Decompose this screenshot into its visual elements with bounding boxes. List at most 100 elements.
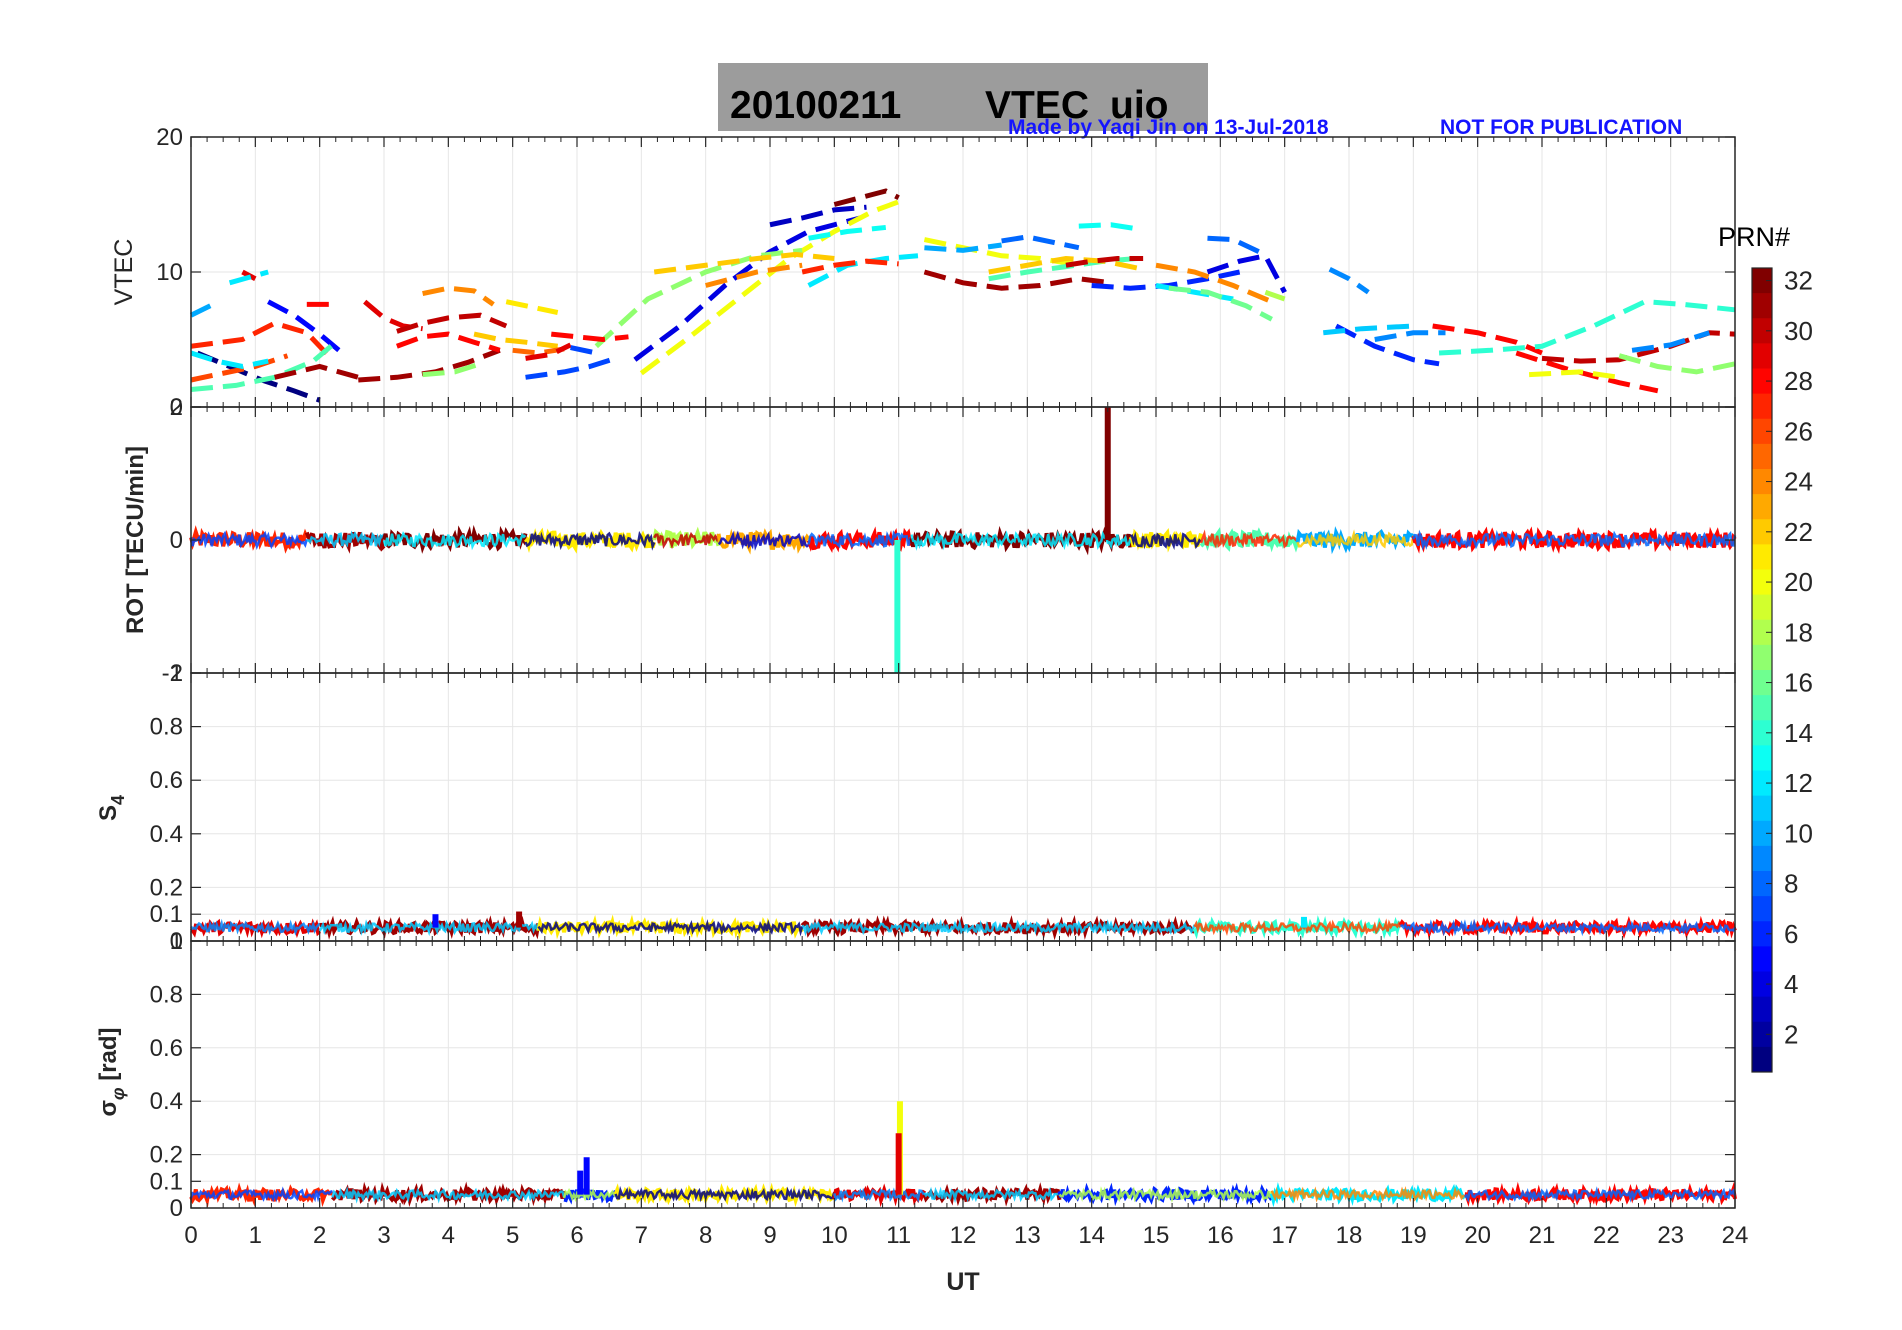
colorbar-tick-label: 16 — [1784, 668, 1813, 698]
colorbar-segment — [1752, 720, 1772, 746]
s4-ylabel: S4 — [95, 795, 128, 821]
rot-series — [189, 407, 1737, 673]
colorbar-tick-label: 32 — [1784, 266, 1813, 296]
sigphi-ytick-label: 0.4 — [150, 1088, 183, 1115]
sigphi-series-prn-11 — [923, 1186, 1060, 1204]
sigphi-ytick-label: 0.6 — [150, 1035, 183, 1062]
rot-series-prn-1 — [1129, 531, 1202, 551]
vtec-series-prn-9 — [1328, 267, 1370, 295]
x-tick-label: 2 — [313, 1222, 326, 1249]
sigphi-series-prn-9 — [833, 1186, 926, 1203]
sigphi-yticks: 00.10.20.40.60.81 — [150, 928, 1735, 1222]
x-tick-label: 9 — [763, 1222, 776, 1249]
x-tick-label: 24 — [1722, 1222, 1749, 1249]
s4-series-prn-11 — [318, 919, 540, 937]
colorbar-segment — [1752, 996, 1772, 1023]
x-tick-label: 14 — [1078, 1222, 1105, 1249]
colorbar-tick-label: 28 — [1784, 366, 1813, 396]
colorbar-segment — [1752, 393, 1772, 420]
vtec-series-prn-17 — [594, 247, 803, 349]
s4-series — [190, 911, 1737, 941]
s4-ytick-label: 0.4 — [150, 821, 183, 848]
rot-series-prn-1 — [524, 530, 656, 551]
vtec-series-prn-16 — [1168, 285, 1273, 322]
vtec-yticks: 20 10 0 — [156, 124, 1735, 421]
colorbar-segment — [1752, 971, 1772, 998]
x-tick-label: 20 — [1464, 1222, 1491, 1249]
colorbar-segment — [1752, 343, 1772, 369]
sigphi-ytick-label: 0.8 — [150, 981, 183, 1008]
vtec-series-prn-12 — [190, 350, 269, 370]
vtec-series-prn-6 — [1334, 323, 1440, 367]
rot-panel: 20-2 ROT [TECU/min] — [122, 394, 1737, 687]
colorbar-tick-label: 2 — [1784, 1019, 1798, 1049]
colorbar-segment — [1752, 795, 1772, 822]
title-date: 20100211 — [730, 84, 901, 127]
x-tick-label: 3 — [377, 1222, 390, 1249]
vtec-series-prn-28 — [1432, 323, 1543, 356]
vtec-series-prn-12 — [807, 253, 919, 288]
vtec-series-prn-22 — [473, 331, 559, 349]
colorbar-tick-label: 6 — [1784, 919, 1798, 949]
s4-ytick-label: 0.6 — [150, 767, 183, 794]
s4-series-prn-9 — [190, 918, 321, 936]
vtec-series-prn-29 — [525, 342, 572, 361]
rot-series-prn-31 — [304, 531, 386, 554]
rot-ytick-label: -2 — [162, 660, 183, 687]
sigphi-ytick-label: 0 — [170, 1195, 183, 1222]
x-tick-label: 12 — [950, 1222, 977, 1249]
rot-series-prn-15 — [1199, 526, 1300, 553]
s4-yticks: 00.10.2 0.4 0.6 0.8 1 — [150, 660, 1735, 955]
colorbar-segment — [1752, 871, 1772, 897]
sigphi-series-prn-7 — [189, 1186, 333, 1203]
x-tick-label: 15 — [1143, 1222, 1170, 1249]
x-tick-label: 8 — [699, 1222, 712, 1249]
s4-ytick-label: 0.1 — [150, 901, 183, 928]
colorbar-segment — [1752, 544, 1772, 570]
colorbar-segment — [1752, 695, 1772, 721]
vtec-series-prn-27 — [801, 258, 899, 275]
colorbar: 32 30 28 26 24 22 20 18 16 14 12 10 8 6 4 2 — [1751, 266, 1813, 1073]
s4-series-prn-26 — [1193, 918, 1402, 937]
vtec-ylabel: VTEC — [110, 239, 138, 306]
x-tick-label: 19 — [1400, 1222, 1427, 1249]
sigphi-panel: 00.10.20.40.60.81 0 1 2 3 4 5 6 7 8 9 10 11 12 13 14 15… — [95, 928, 1748, 1249]
rot-series-prn-11 — [306, 530, 386, 549]
vtec-series-prn-22 — [653, 251, 835, 275]
vtec-series-prn-24 — [705, 262, 803, 288]
colorbar-tick-label: 12 — [1784, 768, 1813, 798]
colorbar-tick-label: 22 — [1784, 517, 1813, 547]
vtec-series-prn-8 — [1207, 235, 1261, 255]
colorbar-segment — [1752, 519, 1772, 545]
rot-ytick-label: 0 — [170, 527, 183, 554]
vtec-series-prn-18 — [1264, 289, 1286, 302]
colorbar-tick-label: 8 — [1784, 869, 1798, 899]
colorbar-segment — [1752, 745, 1772, 771]
title-station: uio — [1110, 84, 1168, 127]
vtec-series-prn-7 — [570, 345, 597, 356]
s4-ytick-label: 1 — [170, 660, 183, 687]
vtec-series-prn-17 — [1618, 353, 1736, 375]
s4-series-prn-8 — [1399, 918, 1737, 937]
colorbar-segment — [1752, 670, 1772, 696]
sigphi-series — [189, 1101, 1737, 1208]
colorbar-segment — [1752, 770, 1772, 797]
x-tick-label: 11 — [886, 1222, 911, 1249]
x-axis-ticks: 0 1 2 3 4 5 6 7 8 9 10 11 12 13 14 15 16 17 18 19 20 21 22 23 24 — [184, 1222, 1748, 1249]
vtec-series-prn-10 — [189, 303, 212, 318]
vtec-series-prn-15 — [988, 256, 1137, 282]
sigphi-ylabel: σφ [rad] — [95, 1027, 128, 1116]
sigphi-series-prn-18 — [1058, 1186, 1274, 1203]
rot-series-prn-8 — [807, 530, 913, 549]
rot-series-prn-8 — [1412, 529, 1737, 551]
vtec-series-prn-4 — [1206, 252, 1287, 294]
x-tick-label: 10 — [821, 1222, 848, 1249]
vtec-series-prn-27 — [190, 320, 335, 362]
vtec-series-prn-24 — [1155, 262, 1273, 305]
colorbar-tick-label: 26 — [1784, 416, 1813, 446]
vtec-ytick-label: 0 — [170, 394, 183, 421]
colorbar-segment — [1752, 443, 1772, 470]
rot-series-prn-32 — [382, 524, 528, 554]
x-axis-label: UT — [946, 1268, 979, 1296]
rot-series-prn-22 — [1296, 529, 1415, 549]
